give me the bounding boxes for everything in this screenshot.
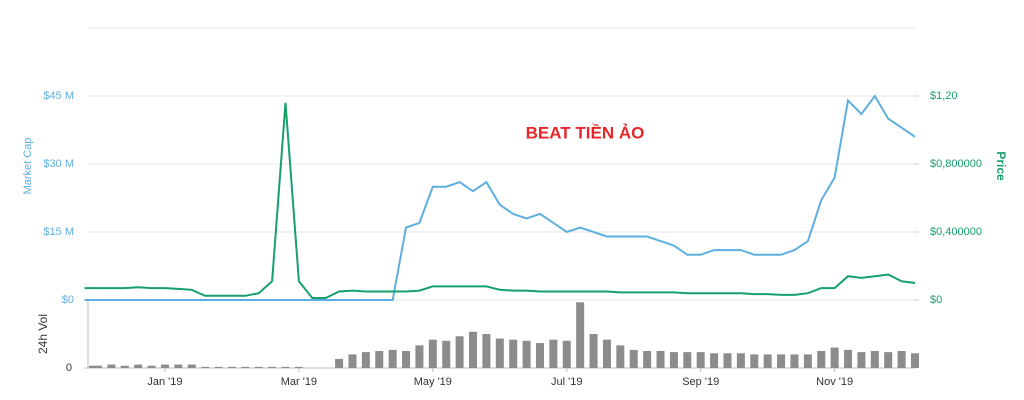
volume-bar: [897, 351, 906, 368]
volume-bar: [107, 364, 116, 368]
volume-bar: [683, 352, 692, 368]
volume-bar: [669, 352, 678, 368]
volume-bar: [281, 366, 290, 368]
volume-bar: [522, 340, 531, 368]
volume-bar: [120, 365, 129, 368]
volume-bar: [535, 343, 544, 368]
volume-bar: [147, 365, 156, 368]
x-tick-label: Mar '19: [281, 376, 317, 388]
volume-bar: [415, 345, 424, 368]
y-tick-label: $15 M: [43, 226, 74, 238]
volume-bar: [375, 351, 384, 368]
y-tick-label: $45 M: [43, 90, 74, 102]
volume-tick-label: 0: [66, 362, 72, 374]
y-axis-title: Market Cap: [22, 138, 34, 195]
volume-bar: [335, 358, 344, 368]
volume-bar: [710, 353, 719, 368]
volume-bar: [656, 351, 665, 368]
y-tick-label: $0: [62, 294, 74, 306]
volume-bar: [294, 366, 303, 368]
volume-bar: [803, 354, 812, 368]
volume-bar: [268, 366, 277, 368]
volume-bar: [495, 338, 504, 368]
volume-bar: [696, 352, 705, 368]
volume-bar: [629, 349, 638, 368]
volume-bar: [134, 364, 143, 368]
volume-bar: [428, 339, 437, 368]
volume-bar: [361, 352, 370, 368]
y2-axis-title: Price: [994, 151, 1008, 181]
volume-bar: [844, 349, 853, 368]
volume-bar: [201, 366, 210, 368]
volume-bar: [790, 354, 799, 368]
volume-bar: [643, 351, 652, 368]
volume-bar: [750, 354, 759, 368]
series-line: [84, 102, 916, 299]
volume-bar: [549, 339, 558, 368]
volume-bar: [830, 347, 839, 368]
series-line: [84, 94, 916, 301]
volume-bar: [870, 351, 879, 368]
y2-tick-label: $0,400000: [930, 226, 982, 238]
volume-bar: [911, 353, 919, 368]
y-tick-label: $30 M: [43, 158, 74, 170]
y2-tick-label: $1,20: [930, 90, 958, 102]
volume-bar: [442, 340, 451, 368]
volume-bar: [589, 334, 598, 368]
volume-bar: [509, 339, 518, 368]
volume-bar: [93, 365, 102, 368]
volume-bar: [576, 302, 585, 368]
x-tick-label: Jul '19: [551, 376, 582, 388]
volume-bar: [777, 354, 786, 368]
volume-bar: [736, 353, 745, 368]
volume-bar: [227, 366, 236, 368]
volume-bar: [402, 351, 411, 368]
volume-bar: [616, 345, 625, 368]
volume-bar: [348, 354, 357, 368]
annotation: BEAT TIỀN ẢO: [526, 123, 645, 142]
x-tick-label: May '19: [414, 376, 452, 388]
volume-bar: [469, 331, 478, 368]
volume-bar: [763, 354, 772, 368]
volume-bar: [884, 352, 893, 368]
volume-bar: [723, 353, 732, 368]
volume-bar: [562, 340, 571, 368]
volume-bar: [388, 349, 397, 368]
y2-tick-label: $0,800000: [930, 158, 982, 170]
volume-bar: [241, 366, 250, 368]
x-tick-label: Sep '19: [682, 376, 719, 388]
y2-tick-label: $0: [930, 294, 942, 306]
volume-bar: [857, 352, 866, 368]
volume-axis-title: 24h Vol: [36, 314, 50, 354]
x-tick-label: Jan '19: [147, 376, 182, 388]
volume-bar: [160, 364, 169, 368]
volume-bar: [89, 365, 97, 368]
volume-bar: [174, 364, 183, 368]
volume-bar: [602, 339, 611, 368]
volume-bar: [455, 336, 464, 368]
volume-bar: [254, 366, 263, 368]
volume-bar: [482, 334, 491, 368]
volume-bar: [187, 364, 196, 368]
volume-bar: [817, 351, 826, 368]
volume-bar: [214, 366, 223, 368]
x-tick-label: Nov '19: [816, 376, 853, 388]
